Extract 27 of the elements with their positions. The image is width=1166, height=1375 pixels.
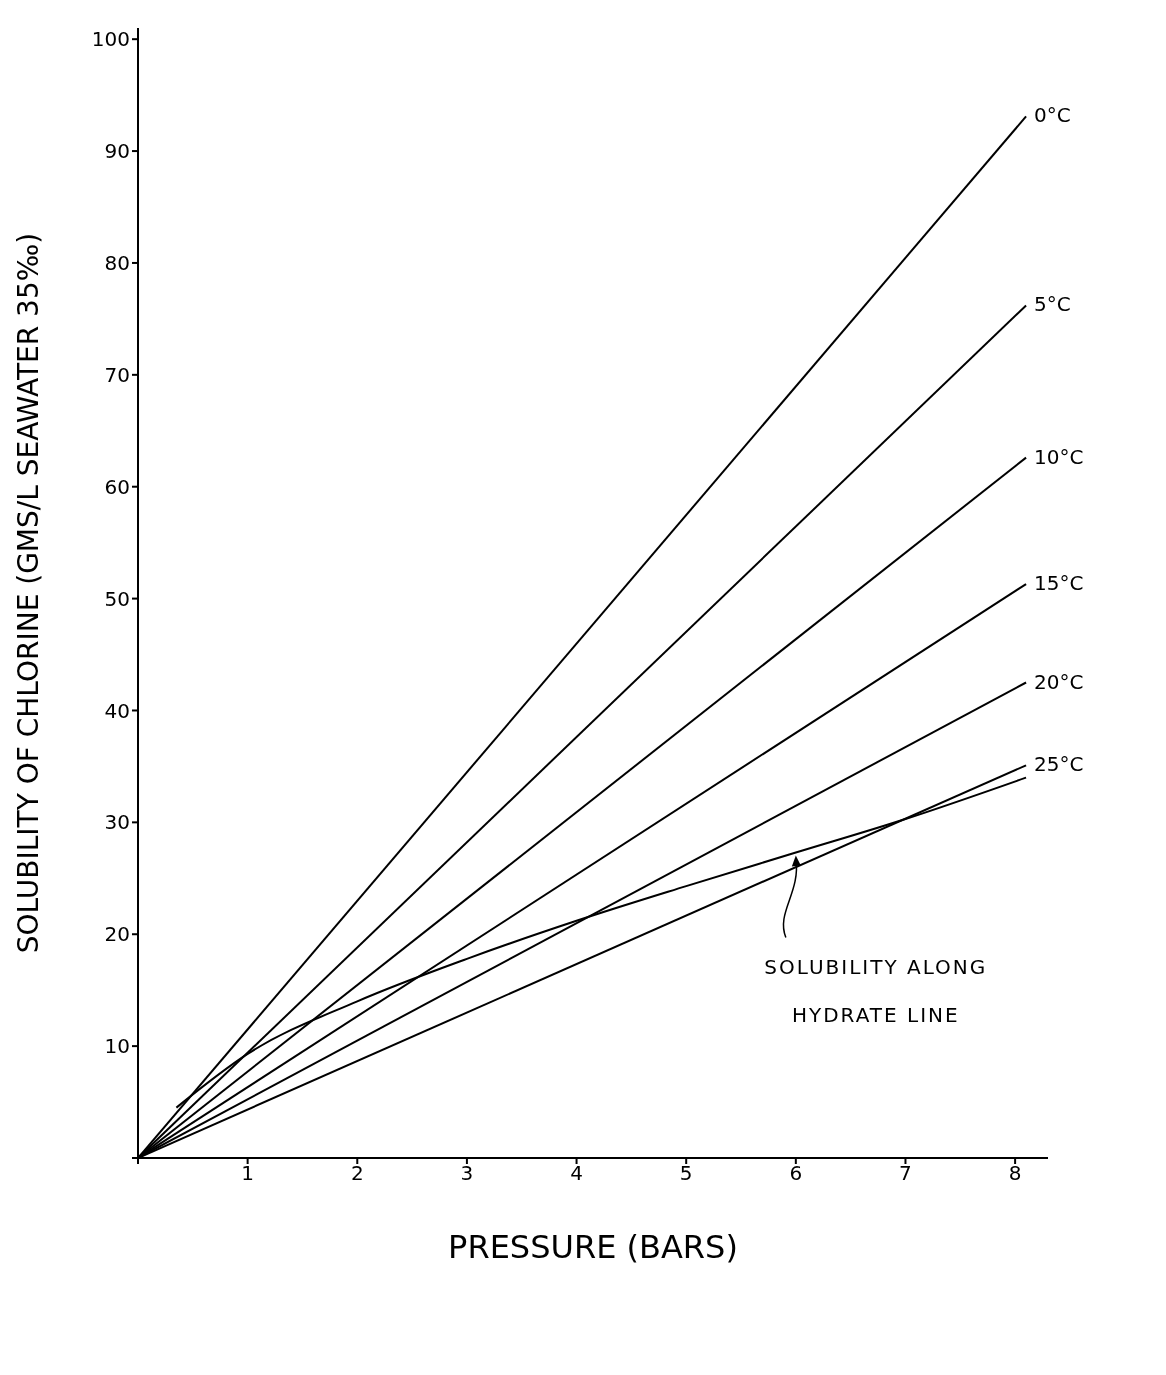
series-label: 20°C [1034,669,1084,694]
y-tick-label: 20 [104,922,130,947]
text: SOLUBILITY ALONG HYDRATE LINE [764,954,988,1027]
y-tick-label: 100 [91,27,130,52]
x-tick-label: 1 [241,1161,255,1186]
y-tick-label: 50 [104,586,130,611]
x-tick-label: 3 [460,1161,474,1186]
x-axis-title: PRESSURE (BARS) [448,1228,738,1266]
y-tick-label: 60 [104,474,130,499]
x-tick-label: 2 [350,1161,364,1186]
y-tick-label: 70 [104,362,130,387]
x-tick-label: 5 [679,1161,693,1186]
y-tick-label: 90 [104,139,130,164]
series-label: 10°C [1034,444,1084,469]
y-tick-label: 40 [104,698,130,723]
y-tick-label: 80 [104,251,130,276]
y-tick-label: 10 [104,1034,130,1059]
x-tick-label: 8 [1008,1161,1022,1186]
x-tick-label: 6 [789,1161,803,1186]
y-tick-label: 30 [104,810,130,835]
x-tick-label: 7 [899,1161,912,1186]
x-tick-label: 4 [570,1161,583,1186]
series-label: 5°C [1034,292,1071,317]
y-axis-title: SOLUBILITY OF CHLORINE (GMS/L SEAWATER 35‰) [11,232,45,954]
series-label: 25°C [1034,752,1084,777]
series-label: 15°C [1034,571,1084,596]
series-label: 0°C [1034,103,1071,128]
